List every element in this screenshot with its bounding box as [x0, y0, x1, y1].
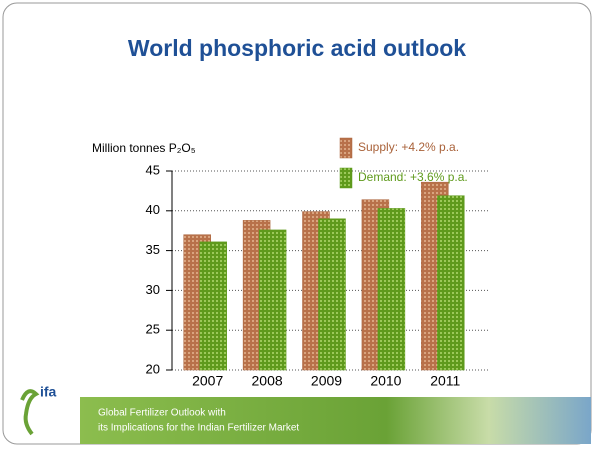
y-tick-label: 30 — [146, 282, 160, 297]
logo: ifa — [40, 384, 57, 400]
legend-swatch — [339, 137, 353, 159]
footer-line: its Implications for the Indian Fertiliz… — [98, 423, 299, 434]
bar — [199, 241, 227, 371]
y-tick-label: 45 — [146, 162, 160, 177]
legend-label: Supply: +4.2% p.a. — [358, 140, 459, 154]
footer-band — [80, 397, 591, 444]
x-tick-label: 2009 — [311, 373, 342, 389]
x-tick-label: 2007 — [192, 373, 223, 389]
x-tick-label: 2010 — [370, 373, 401, 389]
bar — [258, 229, 287, 371]
y-axis-label: Million tonnes P₂O₅ — [92, 141, 196, 155]
legend-swatch — [339, 167, 353, 189]
bar — [318, 218, 346, 371]
legend-label: Demand: +3.6% p.a. — [358, 170, 468, 184]
y-tick-label: 20 — [146, 361, 160, 376]
bar — [437, 195, 465, 371]
footer-line: Global Fertilizer Outlook with — [98, 408, 226, 419]
x-tick-label: 2008 — [252, 373, 283, 389]
chart: 20 25 30 35 40 45 2007 2008 2009 2010 2011 Supply: … — [146, 137, 490, 389]
y-tick-label: 25 — [146, 322, 160, 337]
logo-icon — [20, 389, 40, 436]
x-tick-label: 2011 — [430, 373, 460, 389]
y-tick-label: 35 — [146, 242, 160, 257]
bar — [377, 208, 406, 371]
y-tick-label: 40 — [146, 202, 160, 217]
chart-title: World phosphoric acid outlook — [128, 35, 466, 61]
slide-frame — [2, 2, 592, 445]
